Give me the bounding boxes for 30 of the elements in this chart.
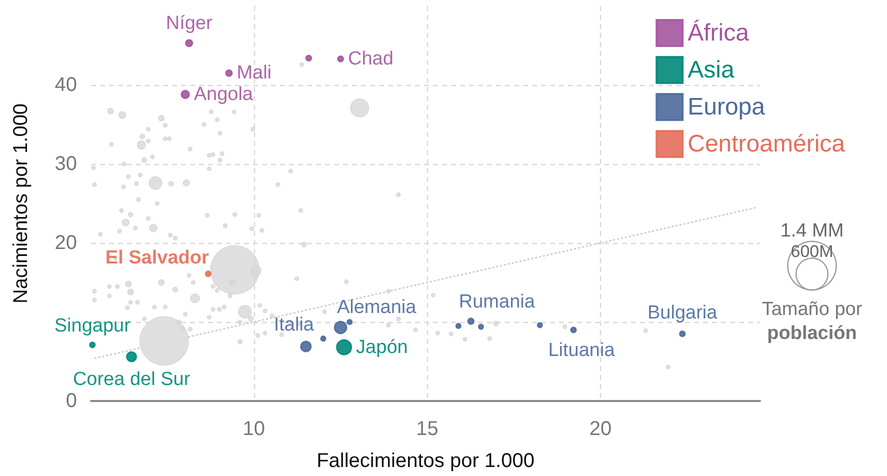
legend-label: 1.4 MM: [780, 220, 844, 242]
data-label: Alemania: [336, 296, 417, 318]
data-label: Corea del Sur: [72, 369, 191, 390]
legend-label: África: [688, 20, 750, 46]
legend-label: 600M: [790, 242, 834, 262]
data-label: Rumania: [458, 292, 536, 313]
y-tick-label: 40: [54, 74, 77, 96]
data-label: Italia: [274, 314, 314, 336]
legend-label: Centroamérica: [688, 130, 846, 158]
y-tick-label: 20: [54, 232, 77, 254]
x-tick-label: 10: [242, 418, 266, 440]
x-axis-title: Fallecimientos por 1.000: [316, 450, 534, 472]
text: población: [767, 323, 857, 344]
x-tick-label: 15: [416, 418, 438, 440]
y-tick-label: 30: [54, 153, 77, 175]
data-label: Chad: [348, 48, 394, 70]
data-label: Níger: [166, 13, 213, 34]
text: Tamaño por: [762, 299, 863, 320]
y-tick-label: 0: [66, 390, 77, 412]
x-tick-label: 20: [589, 418, 612, 440]
data-label: El Salvador: [105, 247, 210, 268]
data-label: Angola: [194, 84, 254, 105]
data-label: Mali: [236, 62, 272, 84]
data-label: Bulgaria: [647, 302, 718, 324]
legend-label: Europa: [688, 94, 766, 120]
data-label: Lituania: [548, 340, 616, 362]
data-label: Singapur: [54, 316, 132, 337]
data-label: Japón: [356, 336, 408, 358]
y-axis-title: Nacimientos por 1.000: [10, 103, 32, 304]
legend-label: Asia: [688, 56, 735, 84]
